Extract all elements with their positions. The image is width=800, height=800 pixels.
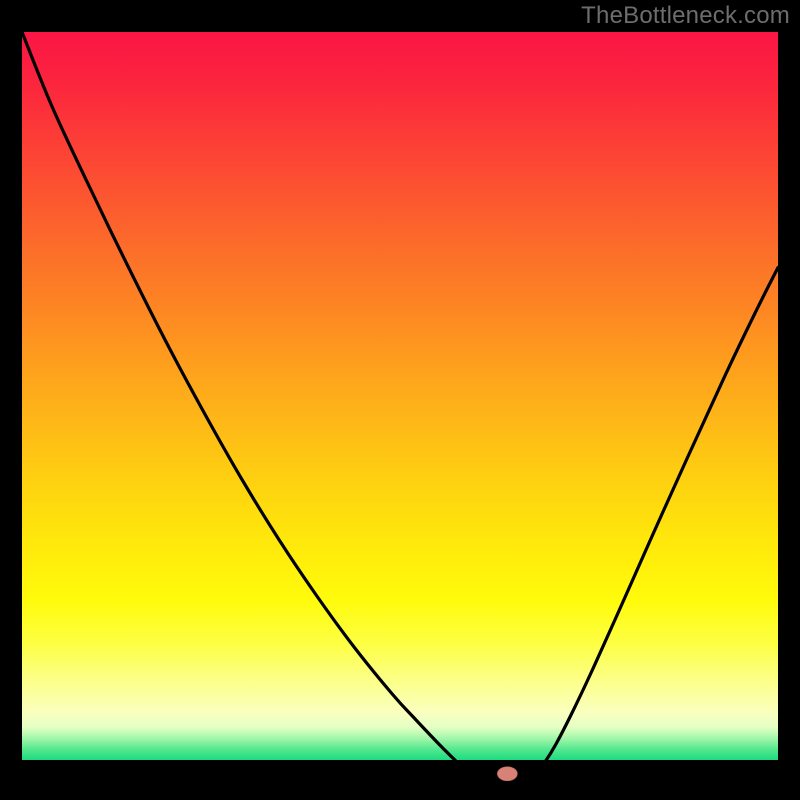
bottleneck-curve-chart	[0, 0, 800, 800]
gradient-background	[22, 32, 778, 760]
optimal-point-marker	[497, 767, 517, 781]
chart-frame: TheBottleneck.com	[0, 0, 800, 800]
watermark-text: TheBottleneck.com	[581, 2, 790, 30]
